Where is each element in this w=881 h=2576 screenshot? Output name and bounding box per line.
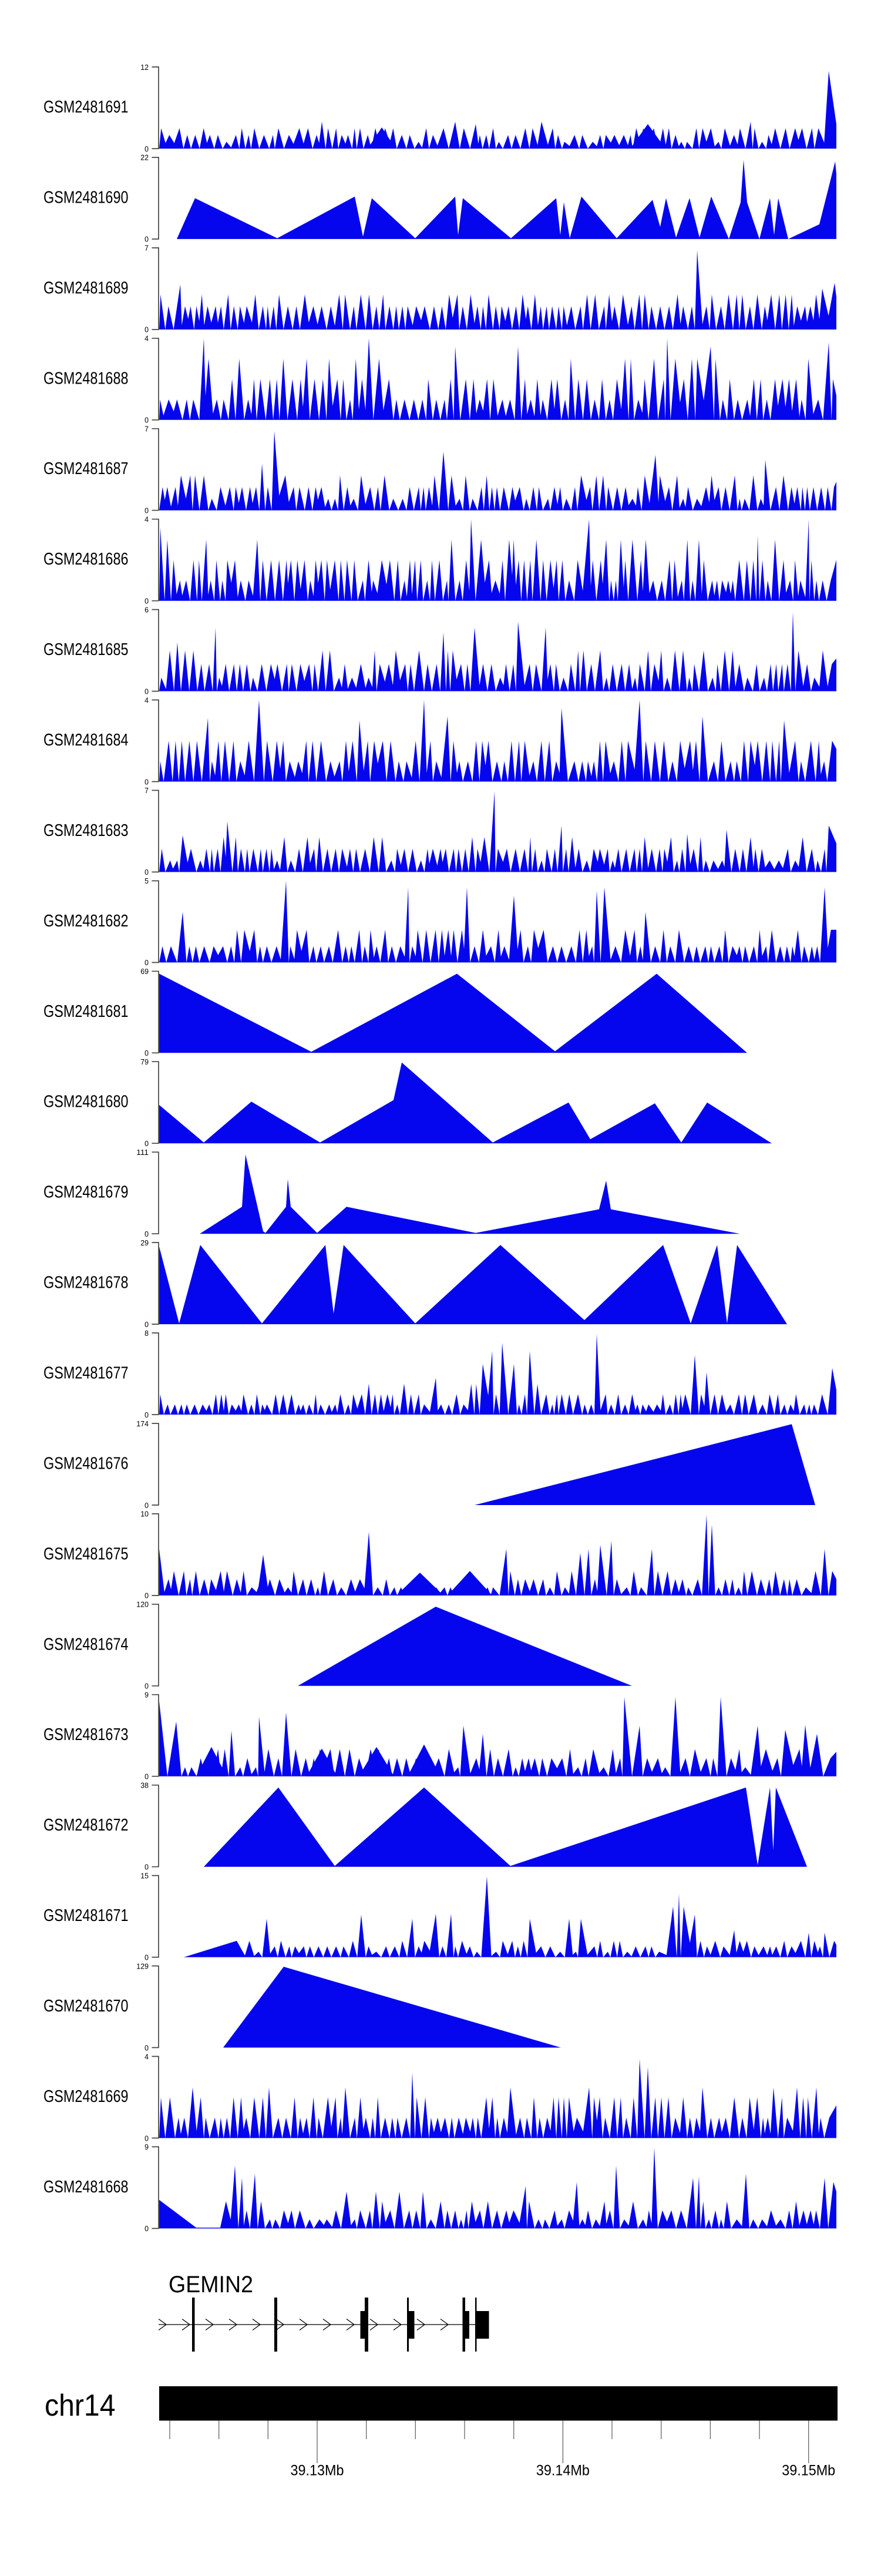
svg-text:GSM2481683: GSM2481683: [43, 821, 129, 840]
svg-text:5: 5: [144, 876, 149, 885]
svg-text:0: 0: [144, 1772, 149, 1781]
svg-text:120: 120: [136, 1600, 149, 1609]
svg-text:0: 0: [144, 1410, 149, 1419]
svg-text:4: 4: [144, 2052, 149, 2061]
svg-text:GSM2481676: GSM2481676: [43, 1455, 129, 1473]
svg-text:GSM2481686: GSM2481686: [43, 550, 129, 569]
svg-text:4: 4: [144, 515, 149, 524]
svg-text:129: 129: [136, 1962, 149, 1970]
svg-text:GSM2481670: GSM2481670: [43, 1997, 129, 2016]
svg-text:0: 0: [144, 597, 149, 606]
svg-text:12: 12: [140, 63, 149, 72]
svg-text:22: 22: [140, 153, 149, 162]
svg-text:0: 0: [144, 325, 149, 334]
svg-text:9: 9: [144, 2142, 149, 2151]
svg-text:0: 0: [144, 1591, 149, 1600]
svg-text:69: 69: [140, 967, 149, 976]
svg-text:39.14Mb: 39.14Mb: [536, 2463, 590, 2479]
svg-text:39.15Mb: 39.15Mb: [782, 2463, 835, 2479]
svg-text:GSM2481682: GSM2481682: [43, 912, 129, 931]
svg-text:0: 0: [144, 235, 149, 244]
svg-text:GSM2481691: GSM2481691: [43, 98, 129, 117]
svg-text:0: 0: [144, 1230, 149, 1238]
svg-text:GSM2481689: GSM2481689: [43, 278, 129, 297]
svg-text:4: 4: [144, 334, 149, 343]
svg-text:0: 0: [144, 145, 149, 153]
svg-text:chr14: chr14: [45, 2389, 116, 2423]
svg-text:7: 7: [144, 244, 149, 253]
svg-text:GSM2481677: GSM2481677: [43, 1364, 129, 1383]
svg-text:7: 7: [144, 425, 149, 434]
svg-text:39.13Mb: 39.13Mb: [291, 2463, 344, 2479]
svg-text:79: 79: [140, 1057, 149, 1066]
svg-text:0: 0: [144, 1049, 149, 1057]
svg-text:8: 8: [144, 1329, 149, 1338]
svg-text:GSM2481688: GSM2481688: [43, 369, 129, 388]
svg-text:GSM2481672: GSM2481672: [43, 1816, 129, 1835]
svg-text:0: 0: [144, 1953, 149, 1962]
svg-text:0: 0: [144, 2043, 149, 2052]
svg-text:0: 0: [144, 868, 149, 876]
svg-text:0: 0: [144, 1320, 149, 1329]
svg-text:111: 111: [136, 1148, 149, 1157]
svg-text:38: 38: [140, 1781, 149, 1790]
svg-text:GSM2481680: GSM2481680: [43, 1093, 129, 1111]
svg-text:GSM2481681: GSM2481681: [43, 1002, 129, 1021]
svg-text:0: 0: [144, 958, 149, 967]
svg-text:GSM2481674: GSM2481674: [43, 1635, 129, 1654]
svg-text:174: 174: [136, 1419, 149, 1428]
svg-text:GSM2481669: GSM2481669: [43, 2087, 129, 2106]
svg-text:15: 15: [140, 1871, 149, 1880]
svg-text:0: 0: [144, 687, 149, 696]
svg-text:GSM2481690: GSM2481690: [43, 188, 129, 207]
svg-text:GSM2481685: GSM2481685: [43, 640, 129, 659]
svg-text:10: 10: [140, 1510, 149, 1519]
svg-text:0: 0: [144, 2134, 149, 2142]
svg-text:0: 0: [144, 1863, 149, 1872]
svg-text:4: 4: [144, 696, 149, 704]
svg-text:0: 0: [144, 506, 149, 515]
svg-text:GSM2481679: GSM2481679: [43, 1183, 129, 1202]
svg-text:6: 6: [144, 605, 149, 614]
svg-text:29: 29: [140, 1238, 149, 1247]
svg-text:GSM2481675: GSM2481675: [43, 1544, 129, 1563]
svg-text:GSM2481673: GSM2481673: [43, 1725, 129, 1744]
svg-text:7: 7: [144, 786, 149, 795]
svg-text:0: 0: [144, 1501, 149, 1510]
svg-text:0: 0: [144, 2224, 149, 2233]
svg-text:GSM2481684: GSM2481684: [43, 731, 129, 750]
svg-text:0: 0: [144, 777, 149, 786]
svg-text:0: 0: [144, 1139, 149, 1148]
svg-text:0: 0: [144, 1682, 149, 1691]
svg-text:GSM2481671: GSM2481671: [43, 1906, 129, 1925]
svg-text:GEMIN2: GEMIN2: [169, 2272, 253, 2298]
svg-text:0: 0: [144, 416, 149, 425]
svg-text:GSM2481678: GSM2481678: [43, 1274, 129, 1292]
svg-text:GSM2481687: GSM2481687: [43, 459, 129, 478]
svg-text:GSM2481668: GSM2481668: [43, 2178, 129, 2197]
svg-text:9: 9: [144, 1691, 149, 1700]
